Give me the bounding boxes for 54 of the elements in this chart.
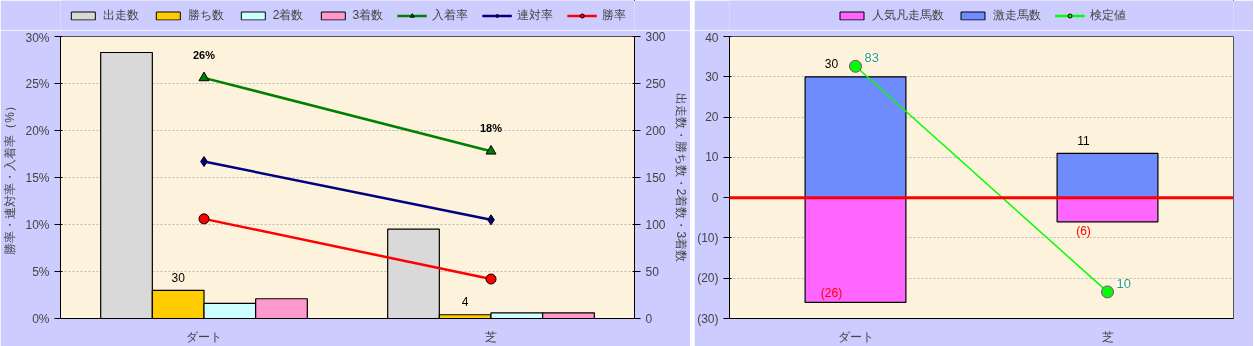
y-tick-label: 10: [705, 150, 719, 165]
x-tick-label: 芝: [485, 329, 497, 344]
bar: [804, 197, 907, 303]
data-label: 30: [171, 270, 186, 285]
y-tick-label: 0: [711, 190, 719, 205]
legend-label: 連対率: [517, 6, 554, 24]
y-tick-label: 25%: [25, 76, 50, 91]
bar: [1056, 197, 1159, 223]
y-tick-label: (10): [697, 230, 719, 245]
annotation: 83: [864, 50, 879, 66]
y-tick-label: 20%: [25, 123, 50, 138]
y-tick-label: 0%: [32, 311, 50, 326]
legend-label: 検定値: [1089, 6, 1126, 24]
data-label: (6): [1076, 223, 1091, 238]
data-label: (26): [820, 285, 843, 300]
y-tick-label: 30: [705, 69, 719, 84]
point: [485, 273, 497, 285]
legend-label: 2着数: [272, 6, 304, 24]
y-tick-label: (30): [697, 311, 719, 326]
y-tick-label: 40: [705, 30, 719, 45]
bar: [1056, 152, 1159, 199]
data-label: 11: [1077, 133, 1091, 148]
legend-label: 3着数: [352, 6, 384, 24]
y-tick-label: 10%: [25, 217, 50, 232]
bar: [804, 76, 907, 199]
x-tick-label: ダート: [186, 329, 222, 344]
y-tick-label: 15%: [25, 170, 50, 185]
y2-tick-label: 250: [645, 77, 666, 91]
x-tick-label: 芝: [1101, 329, 1114, 344]
y-tick-label: 20: [705, 110, 719, 125]
y-tick-label: 5%: [32, 264, 50, 279]
legend-label: 勝率: [602, 6, 627, 24]
y2-tick-label: 300: [645, 30, 666, 44]
y-axis-title: 勝率・連対率・入着率（%）: [3, 100, 18, 255]
legend-label: 激走馬数: [992, 6, 1041, 24]
y2-tick-label: 50: [645, 265, 660, 279]
x-tick-label: ダート: [837, 329, 874, 344]
y-tick-label: (20): [697, 271, 719, 286]
legend-label: 勝ち数: [187, 6, 224, 24]
legend-label: 出走数: [102, 6, 139, 24]
legend-label: 人気凡走馬数: [871, 6, 944, 24]
y-tick-label: 30%: [25, 30, 50, 45]
y2-axis-title: 出走数・勝ち数・2着数・3着数: [673, 92, 688, 263]
point: [198, 213, 210, 225]
y2-tick-label: 150: [645, 171, 666, 185]
annotation: 10: [1116, 275, 1131, 291]
y2-tick-label: 100: [645, 218, 666, 232]
data-label: 4: [461, 295, 469, 310]
data-label: 18%: [479, 122, 503, 135]
data-label: 30: [824, 57, 839, 72]
data-label: 26%: [192, 48, 216, 61]
legend-label: 入着率: [432, 6, 469, 24]
y2-tick-label: 0: [645, 312, 653, 326]
y2-tick-label: 200: [645, 124, 666, 138]
